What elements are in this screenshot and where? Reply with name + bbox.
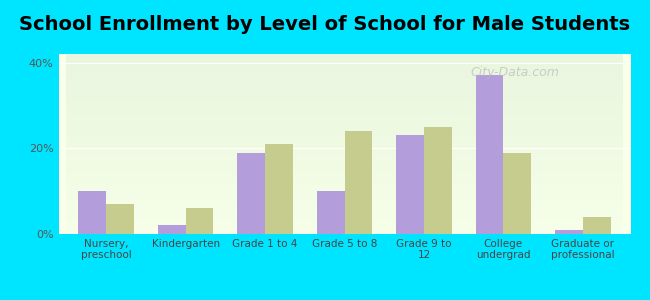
Bar	[79, 191, 106, 234]
Text: School Enrollment by Level of School for Male Students: School Enrollment by Level of School for…	[20, 15, 630, 34]
Bar	[476, 75, 503, 234]
Text: City-Data.com: City-Data.com	[471, 66, 559, 79]
Bar	[555, 230, 583, 234]
Bar	[317, 191, 345, 234]
Legend: Ashland, Wisconsin: Ashland, Wisconsin	[253, 298, 436, 300]
Bar	[237, 153, 265, 234]
Bar	[158, 225, 186, 234]
Bar	[265, 144, 293, 234]
Bar	[424, 127, 452, 234]
Bar	[583, 217, 610, 234]
Bar	[503, 153, 531, 234]
Bar	[106, 204, 134, 234]
Bar	[344, 131, 372, 234]
Bar	[396, 135, 424, 234]
Bar	[186, 208, 213, 234]
